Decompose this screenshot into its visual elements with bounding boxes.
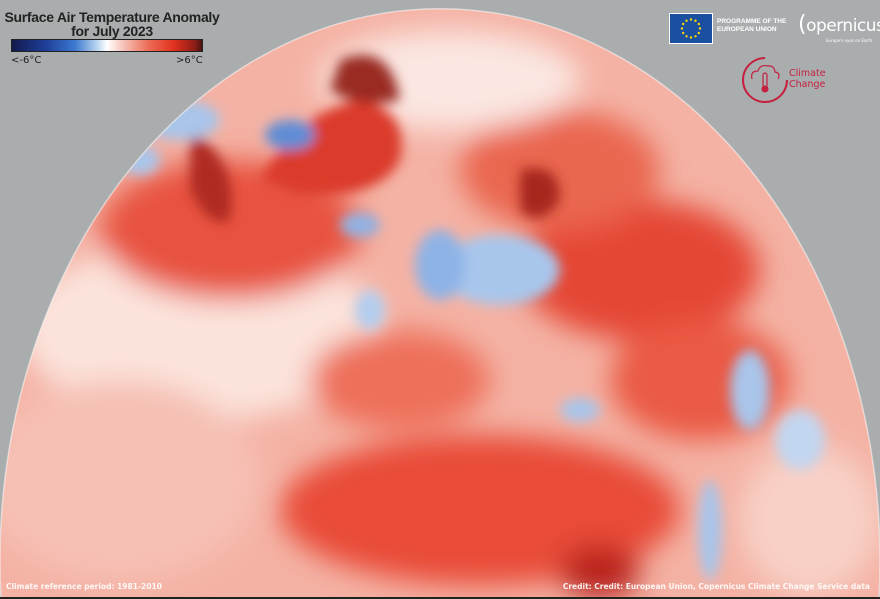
eu-programme-text: PROGRAMME OF THE EUROPEAN UNION <box>717 18 786 34</box>
eu-star-icon <box>697 31 700 35</box>
eu-star-icon <box>685 19 688 22</box>
eu-star-icon <box>697 22 700 26</box>
eu-star-icon <box>680 27 684 30</box>
credit-note: Credit: Credit: European Union, Copernic… <box>562 582 870 591</box>
eu-star-icon <box>682 22 685 26</box>
climate-text-line-2: Change <box>789 79 826 90</box>
climate-text-line-1: Climate <box>789 68 826 79</box>
map-title: Surface Air Temperature Anomaly for July… <box>4 10 220 38</box>
eu-flag-logo <box>669 13 713 44</box>
bottom-border <box>0 597 880 599</box>
climate-change-text: Climate Change <box>789 68 826 90</box>
title-line-1: Surface Air Temperature Anomaly <box>4 9 220 25</box>
colorbar-max-label: >6°C <box>176 55 203 66</box>
eu-text-line-2: EUROPEAN UNION <box>717 26 777 33</box>
copernicus-wordmark: opernicus <box>806 16 880 36</box>
eu-star-icon <box>682 31 685 35</box>
eu-star-icon <box>694 19 697 22</box>
eu-star-icon <box>689 36 693 39</box>
eu-star-icon <box>698 27 702 30</box>
colorbar <box>11 39 203 52</box>
reference-period-note: Climate reference period: 1981-2010 <box>6 582 162 591</box>
title-line-2: for July 2023 <box>71 23 153 39</box>
eu-text-line-1: PROGRAMME OF THE <box>717 18 787 25</box>
climate-change-logo-icon <box>742 57 788 103</box>
copernicus-tagline: Europe's eyes on Earth <box>826 38 873 43</box>
eu-star-icon <box>689 18 693 21</box>
eu-star-icon <box>685 35 688 38</box>
colorbar-min-label: <-6°C <box>11 55 42 66</box>
eu-star-icon <box>694 35 697 38</box>
copernicus-logo: (opernicus <box>798 14 880 37</box>
